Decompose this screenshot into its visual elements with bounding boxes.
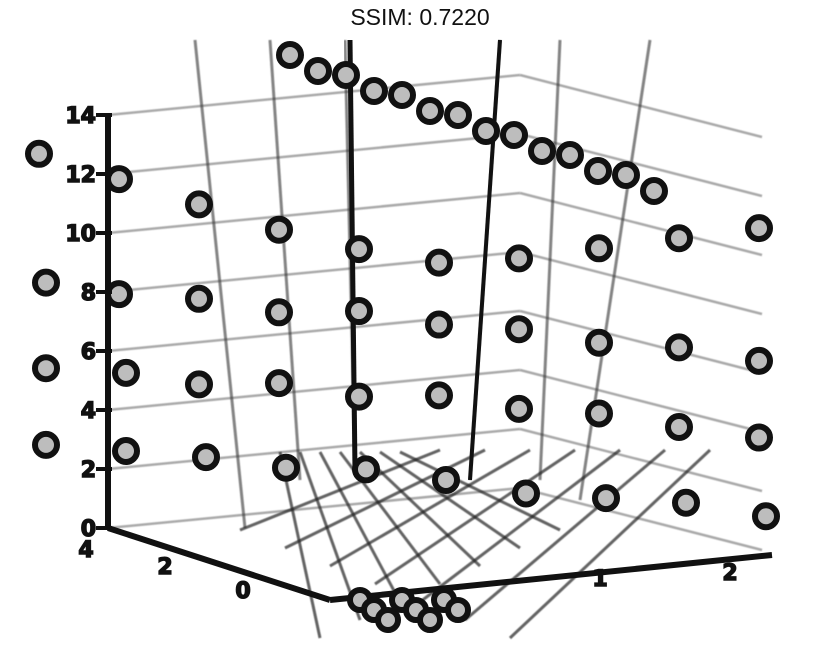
y-axis-line [108, 528, 330, 600]
scatter-point [668, 416, 690, 438]
scatter-point [447, 104, 469, 126]
scatter-point [35, 357, 57, 379]
scatter-point [595, 487, 617, 509]
x-tick-label: 1 [592, 567, 607, 592]
scatter-point [503, 124, 525, 146]
scatter-point [363, 80, 385, 102]
z-tick-label: 12 [65, 163, 96, 188]
y-tick-label: 2 [157, 555, 172, 580]
scatter-point [35, 272, 57, 294]
tick-layer: 02468101214123024 [65, 104, 840, 604]
scatter-point [378, 610, 398, 630]
scatter-point [508, 318, 530, 340]
scatter-point [279, 44, 301, 66]
scatter-point [307, 60, 329, 82]
z-tick-label: 10 [65, 222, 96, 247]
back-grid-hline [108, 252, 520, 292]
scatter-point [531, 140, 553, 162]
scatter-point [188, 193, 210, 215]
perspective-line [270, 40, 300, 480]
scatter-point [428, 384, 450, 406]
scatter-point [668, 227, 690, 249]
scatter-point [475, 120, 497, 142]
scatter-point [28, 143, 50, 165]
scatter-point [588, 403, 610, 425]
scatter-point [748, 350, 770, 372]
scatter-point [275, 457, 297, 479]
center-vertical-line [470, 40, 500, 480]
scatter-point [587, 160, 609, 182]
back-grid-hline [108, 370, 520, 410]
scatter-point [615, 164, 637, 186]
scatter-point [675, 492, 697, 514]
scatter-point [348, 386, 370, 408]
scatter-point [588, 237, 610, 259]
perspective-line [540, 40, 560, 480]
scatter-point [335, 64, 357, 86]
scatter-point [448, 600, 468, 620]
z-tick-label: 6 [81, 340, 96, 365]
scatter-point [195, 446, 217, 468]
scatter-point [588, 332, 610, 354]
scatter-point [515, 482, 537, 504]
scatter-point [268, 372, 290, 394]
scatter-point [108, 168, 130, 190]
z-tick-label: 8 [81, 281, 96, 306]
scatter-point [428, 314, 450, 336]
scatter-point [643, 180, 665, 202]
scatter-point [755, 505, 777, 527]
back-grid-hline [108, 311, 520, 351]
scatter-point [748, 427, 770, 449]
floor-grid-line [465, 450, 665, 620]
back-grid-hline [108, 134, 520, 174]
scatter-point [508, 398, 530, 420]
scatter-point [435, 469, 457, 491]
scatter-point [391, 84, 413, 106]
grid-layer [108, 40, 762, 638]
scatter-point [188, 373, 210, 395]
z-tick-label: 4 [81, 399, 96, 424]
scatter-point [188, 288, 210, 310]
y-tick-label: 0 [235, 579, 250, 604]
scatter-point [348, 300, 370, 322]
z-tick-label: 2 [81, 458, 96, 483]
scatter-point [355, 458, 377, 480]
scatter-point [35, 434, 57, 456]
x-tick-label: 2 [722, 561, 737, 586]
scatter-point [508, 247, 530, 269]
data-layer [28, 44, 777, 630]
scatter-point [268, 301, 290, 323]
back-grid-hline [108, 193, 520, 233]
scatter-point [115, 440, 137, 462]
scatter-point [559, 144, 581, 166]
scatter-point [428, 252, 450, 274]
scatter-point [748, 217, 770, 239]
scatter-point [108, 283, 130, 305]
z-tick-label: 14 [65, 104, 96, 129]
scatter-point [420, 610, 440, 630]
scatter-point [419, 100, 441, 122]
scatter-point [268, 219, 290, 241]
scatter-point [115, 362, 137, 384]
y-tick-label: 4 [78, 538, 93, 563]
scatter-point [668, 336, 690, 358]
scatter-point [348, 238, 370, 260]
